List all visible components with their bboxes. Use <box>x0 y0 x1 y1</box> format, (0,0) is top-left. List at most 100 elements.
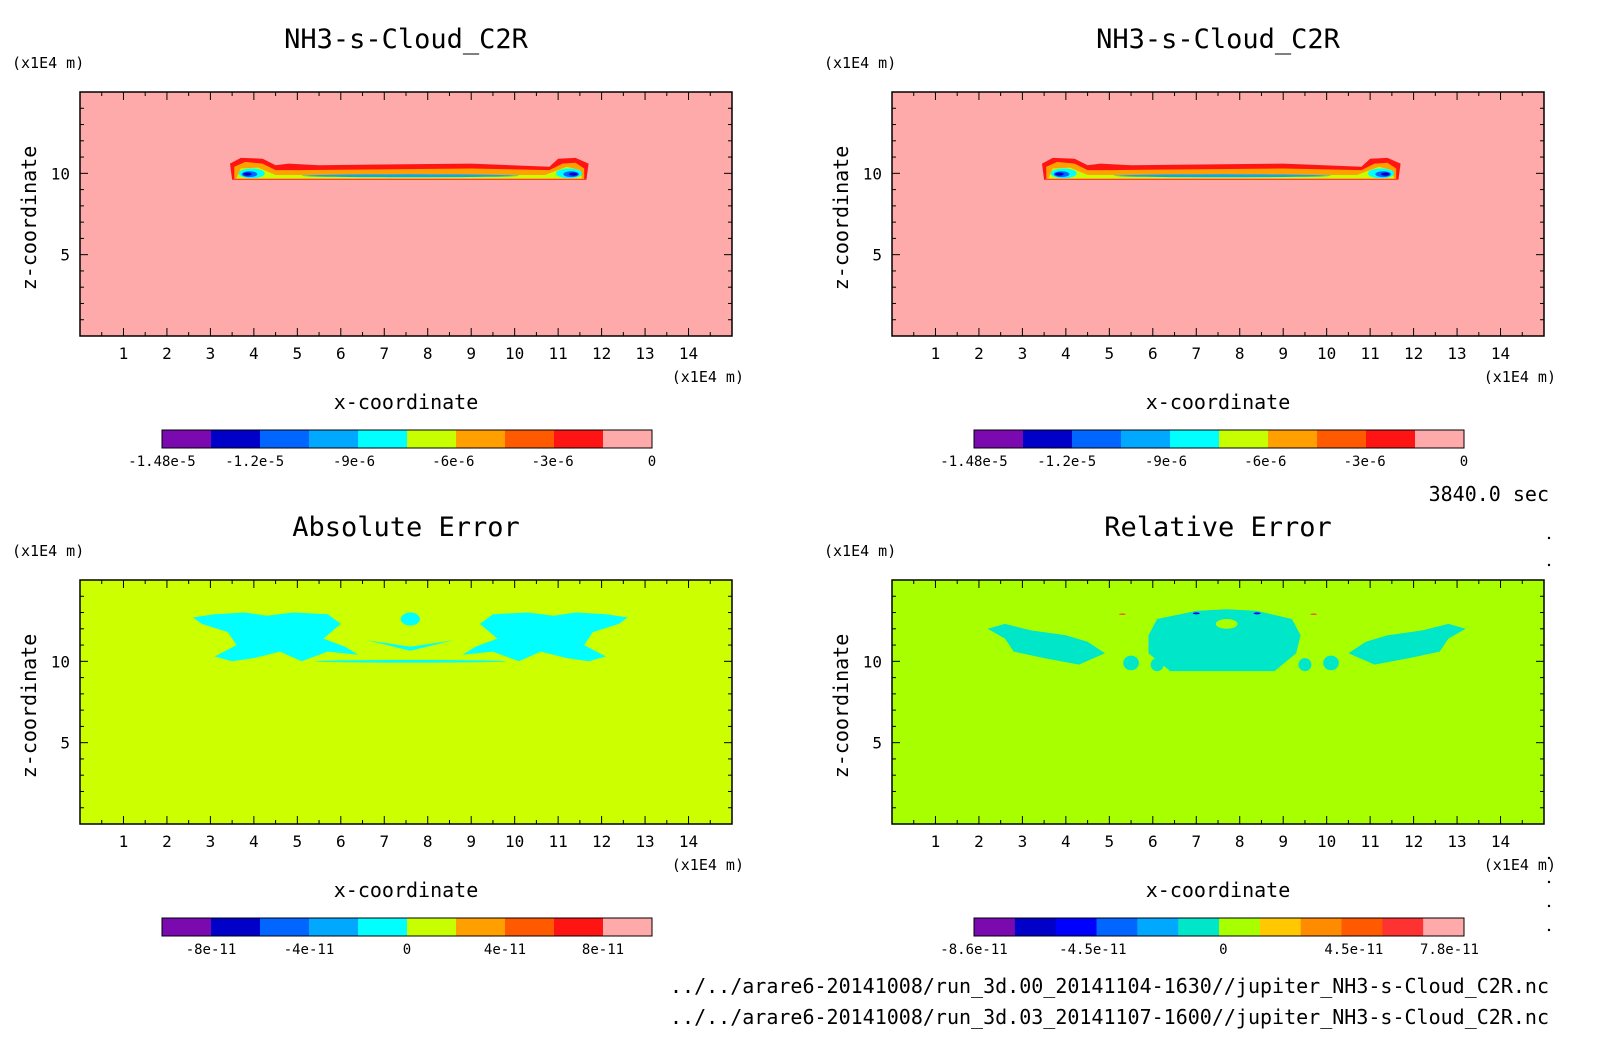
cloud-core-right-3 <box>569 172 578 176</box>
rel-finger-3 <box>1298 658 1312 672</box>
colorbar-segment <box>1178 918 1220 936</box>
rel-blob-center <box>1148 609 1301 672</box>
x-tick-label: 4 <box>249 832 259 851</box>
x-tick-label: 2 <box>974 344 984 363</box>
colorbar-frame <box>161 429 653 449</box>
x-tick-label: 8 <box>423 344 433 363</box>
x-tick-label: 4 <box>1061 344 1071 363</box>
colorbar-segment <box>358 430 408 448</box>
file-path-1: ../../arare6-20141008/run_3d.00_20141104… <box>670 974 1549 998</box>
x-tick-label: 2 <box>162 832 172 851</box>
margin-dot <box>1547 856 1551 860</box>
panel-2: NH3-s-Cloud_C2R(x1E4 m)1 2 3 4 5 6 7 8 9 10 11 12 13… <box>824 24 1556 470</box>
y-tick-label: 10 <box>863 164 882 183</box>
error-blob-left <box>193 612 359 662</box>
colorbar-segment <box>1121 430 1171 448</box>
x-tick-label: 14 <box>679 344 698 363</box>
colorbar-segment <box>456 918 506 936</box>
colorbar-label: -9e-6 <box>333 454 375 470</box>
x-tick-label: 5 <box>1105 832 1115 851</box>
x-unit-label: (x1E4 m) <box>672 856 744 874</box>
x-tick-label: 4 <box>249 344 259 363</box>
panel-1: NH3-s-Cloud_C2R(x1E4 m)1 2 3 4 5 6 7 8 9 10 11 12 13… <box>12 24 744 470</box>
x-tick-label: 6 <box>336 344 346 363</box>
x-tick-label: 13 <box>635 344 654 363</box>
x-tick-label: 3 <box>1018 832 1028 851</box>
colorbar-segment <box>1366 430 1416 448</box>
colorbar-segment <box>554 430 604 448</box>
colorbar-segment <box>1055 918 1097 936</box>
x-unit-label: (x1E4 m) <box>672 368 744 386</box>
colorbar-frame <box>973 917 1465 937</box>
x-tick-label: 11 <box>549 344 568 363</box>
panel-title: Absolute Error <box>292 512 520 543</box>
x-tick-label: 10 <box>505 344 524 363</box>
panel-title: Relative Error <box>1104 512 1332 543</box>
colorbar-label: -1.48e-5 <box>940 454 1007 470</box>
x-tick-label: 12 <box>592 832 611 851</box>
colorbar-label: -9e-6 <box>1145 454 1187 470</box>
x-tick-label: 3 <box>206 832 216 851</box>
colorbar-segment <box>1300 918 1342 936</box>
rel-blob-right <box>1348 623 1466 665</box>
rel-spot-4 <box>1310 613 1318 615</box>
y-tick-label: 5 <box>60 734 70 753</box>
colorbar-segment <box>407 918 457 936</box>
x-tick-label: 12 <box>1404 832 1423 851</box>
colorbar-segment <box>1023 430 1073 448</box>
colorbar-segment <box>1096 918 1138 936</box>
x-tick-label: 11 <box>549 832 568 851</box>
rel-finger-1 <box>1123 655 1139 671</box>
colorbar-segment <box>1268 430 1318 448</box>
x-tick-label: 7 <box>1191 832 1201 851</box>
x-tick-label: 6 <box>336 832 346 851</box>
margin-dot <box>1547 536 1551 540</box>
rel-finger-4 <box>1323 655 1339 671</box>
x-tick-label: 3 <box>1018 344 1028 363</box>
y-axis-label: z-coordinate <box>17 634 41 779</box>
time-label: 3840.0 sec <box>1429 482 1549 506</box>
colorbar-label: 0 <box>1460 454 1468 470</box>
colorbar-segment <box>211 430 261 448</box>
colorbar-label: -1.2e-5 <box>1037 454 1096 470</box>
x-tick-label: 10 <box>1317 832 1336 851</box>
y-unit-label: (x1E4 m) <box>824 542 896 560</box>
colorbar-label: -3e-6 <box>532 454 574 470</box>
x-tick-label: 8 <box>1235 832 1245 851</box>
colorbar-segment <box>1170 430 1220 448</box>
x-tick-label: 5 <box>1105 344 1115 363</box>
colorbar-segment <box>309 430 359 448</box>
colorbar-segment <box>1259 918 1302 936</box>
colorbar-frame <box>161 917 653 937</box>
y-unit-label: (x1E4 m) <box>12 54 84 72</box>
colorbar-segment <box>1219 430 1269 448</box>
y-unit-label: (x1E4 m) <box>12 542 84 560</box>
x-tick-label: 9 <box>466 344 476 363</box>
x-tick-label: 11 <box>1361 344 1380 363</box>
x-unit-label: (x1E4 m) <box>1484 856 1556 874</box>
x-axis-label: x-coordinate <box>334 390 479 414</box>
x-axis-label: x-coordinate <box>1146 390 1291 414</box>
cloud-core-left-3 <box>1055 172 1064 176</box>
error-arc <box>366 640 454 651</box>
y-axis-label: z-coordinate <box>829 634 853 779</box>
colorbar-label: 0 <box>648 454 656 470</box>
margin-dot <box>1547 880 1551 884</box>
panel-title: NH3-s-Cloud_C2R <box>284 24 529 55</box>
error-blob-right <box>462 612 628 662</box>
x-tick-label: 12 <box>592 344 611 363</box>
colorbar-label: -8e-11 <box>186 942 237 958</box>
x-tick-label: 5 <box>293 832 303 851</box>
error-band <box>314 660 506 663</box>
x-tick-label: 14 <box>1491 344 1510 363</box>
colorbar-segment <box>974 430 1024 448</box>
colorbar-segment <box>1014 918 1057 936</box>
x-tick-label: 2 <box>974 832 984 851</box>
margin-dot <box>1547 928 1551 932</box>
y-tick-label: 5 <box>872 246 882 265</box>
file-path-2: ../../arare6-20141008/run_3d.03_20141107… <box>670 1005 1549 1029</box>
x-tick-label: 1 <box>119 344 129 363</box>
margin-dot <box>1547 904 1551 908</box>
x-tick-label: 12 <box>1404 344 1423 363</box>
rel-blob-left <box>987 623 1105 665</box>
